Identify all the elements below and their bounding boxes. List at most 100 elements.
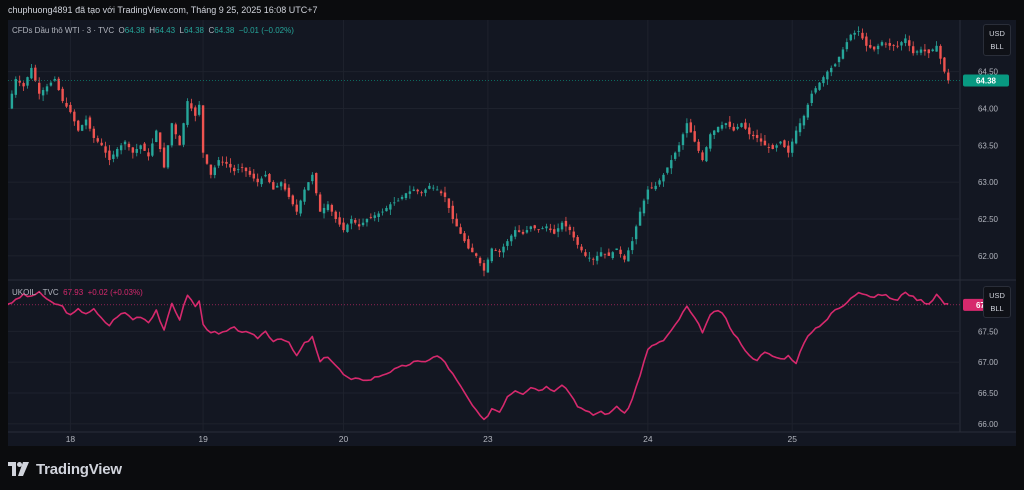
wti-candle bbox=[248, 167, 252, 178]
wti-candle bbox=[595, 251, 599, 265]
wti-candle bbox=[330, 203, 334, 216]
wti-candle bbox=[802, 114, 806, 130]
wti-candle bbox=[631, 236, 634, 255]
wti-candle bbox=[96, 135, 99, 144]
wti-candle bbox=[295, 199, 298, 216]
wti-candle bbox=[642, 198, 646, 217]
wti-candle bbox=[447, 198, 451, 213]
wti-candle bbox=[759, 133, 763, 146]
wti-candle bbox=[740, 122, 743, 128]
wti-candle bbox=[334, 210, 337, 223]
wti-candle bbox=[264, 170, 267, 178]
wti-candle bbox=[752, 131, 755, 140]
wti-candle bbox=[876, 43, 880, 55]
grid-layer bbox=[8, 20, 1016, 433]
wti-candle bbox=[400, 194, 404, 201]
wti-candle bbox=[350, 215, 353, 230]
wti-candle bbox=[654, 181, 657, 191]
wti-candle bbox=[947, 68, 950, 84]
wti-legend[interactable]: CFDs Dầu thô WTI · 3 · TVC O64.38 H64.43… bbox=[12, 26, 294, 35]
wti-candle bbox=[346, 223, 349, 233]
wti-candle bbox=[283, 178, 287, 192]
currency-usd-2[interactable]: USD bbox=[989, 291, 1005, 300]
wti-symbol[interactable]: CFDs Dầu thô WTI · 3 · TVC bbox=[12, 26, 115, 35]
wti-candle bbox=[471, 243, 474, 253]
wti-candle bbox=[467, 235, 470, 250]
wti-candle bbox=[486, 257, 490, 273]
wti-candle bbox=[88, 115, 92, 132]
wti-candle bbox=[763, 134, 767, 146]
wti-candle bbox=[814, 86, 817, 95]
wti-candle bbox=[662, 172, 665, 187]
wti-candle bbox=[123, 140, 127, 150]
wti-candle bbox=[939, 44, 942, 65]
wti-candle bbox=[537, 229, 540, 233]
wti-candle bbox=[611, 251, 614, 260]
brand-name: TradingView bbox=[36, 460, 122, 478]
wti-candle bbox=[588, 251, 591, 262]
wti-candle bbox=[186, 98, 189, 128]
wti-candle bbox=[634, 224, 638, 245]
wti-candle bbox=[568, 224, 572, 235]
ukoil-legend[interactable]: UKOIL · TVC 67.93 +0.02 (+0.03%) bbox=[12, 288, 143, 297]
unit-bll[interactable]: BLL bbox=[990, 42, 1004, 51]
wti-candle bbox=[73, 109, 76, 126]
wti-candle bbox=[584, 249, 587, 258]
wti-candle bbox=[268, 173, 271, 184]
wti-candle bbox=[732, 123, 735, 132]
bottom-unit-selector[interactable]: USD BLL bbox=[983, 286, 1011, 318]
wti-candle bbox=[443, 186, 447, 203]
wti-candle bbox=[127, 141, 131, 151]
wti-candle bbox=[709, 132, 712, 152]
chart-svg[interactable]: 62.00 62.50 63.00 63.50 64.00 64.50 66.00 66.50… bbox=[8, 20, 1016, 446]
wti-candle bbox=[545, 223, 548, 232]
wti-candle bbox=[435, 185, 439, 191]
wti-candle bbox=[681, 132, 685, 150]
wti-candle bbox=[424, 188, 427, 197]
high-label: H bbox=[149, 26, 156, 35]
wti-candle bbox=[861, 28, 864, 41]
wti-candle bbox=[837, 56, 841, 68]
wti-candle bbox=[213, 165, 216, 179]
wti-candle bbox=[720, 121, 724, 131]
wti-candle bbox=[389, 202, 392, 215]
wti-candle bbox=[166, 145, 170, 170]
wti-candle bbox=[646, 186, 650, 205]
time-tick-label: 25 bbox=[787, 434, 797, 444]
wti-candle bbox=[354, 217, 357, 225]
wti-candle bbox=[783, 139, 786, 148]
wti-candle bbox=[287, 184, 291, 200]
wti-candle bbox=[822, 75, 825, 87]
ukoil-symbol[interactable]: UKOIL · TVC bbox=[12, 288, 59, 297]
wti-candle bbox=[439, 189, 443, 196]
wti-candle bbox=[396, 197, 400, 202]
wti-candle bbox=[794, 126, 798, 145]
chart-frame[interactable]: 62.00 62.50 63.00 63.50 64.00 64.50 66.00 66.50… bbox=[8, 20, 1016, 446]
top-unit-selector[interactable]: USD BLL bbox=[983, 24, 1011, 56]
wti-candle bbox=[112, 150, 115, 163]
wti-candle bbox=[459, 223, 462, 235]
wti-candle bbox=[361, 218, 365, 227]
wti-candle bbox=[685, 118, 689, 138]
unit-bll-2[interactable]: BLL bbox=[990, 304, 1004, 313]
wti-candle bbox=[771, 143, 774, 150]
wti-candle bbox=[151, 138, 154, 158]
wti-candle bbox=[57, 76, 60, 91]
wti-candle bbox=[830, 65, 833, 77]
currency-usd[interactable]: USD bbox=[989, 29, 1005, 38]
wti-candle bbox=[619, 246, 622, 258]
wti-candle bbox=[38, 77, 41, 100]
wti-candle bbox=[697, 139, 700, 154]
wti-candle bbox=[931, 48, 934, 52]
wti-candle bbox=[256, 173, 259, 187]
price-tick-label: 63.00 bbox=[978, 178, 999, 187]
wti-candle bbox=[326, 201, 330, 212]
wti-candle bbox=[381, 208, 384, 216]
close-label: C bbox=[208, 26, 215, 35]
wti-candle bbox=[541, 226, 544, 230]
wti-candle bbox=[315, 172, 318, 196]
wti-candle bbox=[615, 248, 618, 251]
chart-caption: chuphuong4891 đã tạo với TradingView.com… bbox=[8, 5, 318, 15]
wti-candle bbox=[670, 155, 673, 175]
wti-candle bbox=[857, 26, 860, 36]
